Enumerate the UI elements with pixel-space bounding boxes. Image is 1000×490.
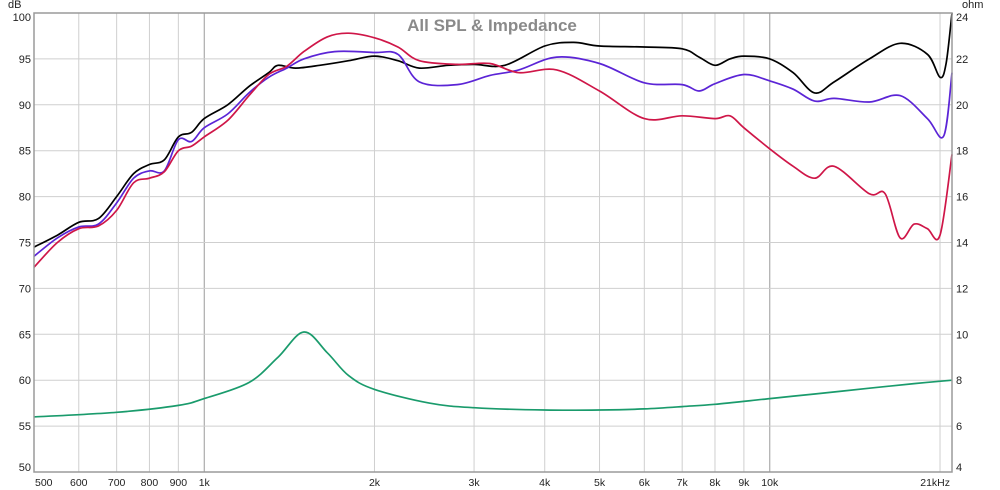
y-tick-label: 100 [13,12,31,24]
plot-frame [33,12,953,473]
y-tick-label: 70 [19,283,31,295]
series-layer [33,12,953,418]
x-tick-label: 2k [369,477,381,489]
y2-tick-label: 24 [956,12,968,24]
y2-tick-label: 10 [956,329,968,341]
x-tick-label: 1k [199,477,211,489]
tick-labels: 50 55 60 65 70 75 80 85 90 95 100 4 6 8 10 12 14 16 18 20 22… [13,12,969,489]
x-tick-label: 7k [677,477,689,489]
x-tick-label: 4k [539,477,551,489]
y2-tick-label: 14 [956,238,968,250]
x-tick-label: 700 [108,477,126,489]
y-tick-label: 80 [19,192,31,204]
spl-blue-line [33,50,953,257]
x-tick-label: 10k [761,477,779,489]
x-tick-label: 500 [35,477,53,489]
y-tick-label: 85 [19,146,31,158]
spl-red-line [33,32,953,268]
y2-tick-label: 16 [956,192,968,204]
grid [34,13,952,472]
x-tick-label: 3k [469,477,481,489]
y2-tick-label: 4 [956,462,962,474]
impedance-line [33,331,953,418]
spl-black-line [33,12,953,248]
y2-tick-label: 20 [956,100,968,112]
y2-tick-label: 22 [956,54,968,66]
y-tick-label: 75 [19,238,31,250]
y2-tick-label: 6 [956,421,962,433]
y2-tick-label: 18 [956,146,968,158]
y2-axis-label: ohm [962,0,983,11]
y-tick-label: 90 [19,100,31,112]
x-tick-label: 9k [738,477,750,489]
y-tick-label: 50 [19,462,31,474]
y-tick-label: 55 [19,421,31,433]
y-tick-label: 60 [19,375,31,387]
y2-tick-label: 8 [956,375,962,387]
x-tick-label: 900 [170,477,188,489]
x-tick-label: 800 [141,477,159,489]
chart-title: All SPL & Impedance [407,16,577,35]
y-axis-label: dB [8,0,21,11]
x-tick-label: 8k [709,477,721,489]
y-tick-label: 95 [19,54,31,66]
x-tick-label: 6k [639,477,651,489]
x-tick-label: 5k [594,477,606,489]
y-tick-label: 65 [19,329,31,341]
x-tick-label: 600 [70,477,88,489]
x-tick-label: 21kHz [920,477,950,489]
y2-tick-label: 12 [956,283,968,295]
